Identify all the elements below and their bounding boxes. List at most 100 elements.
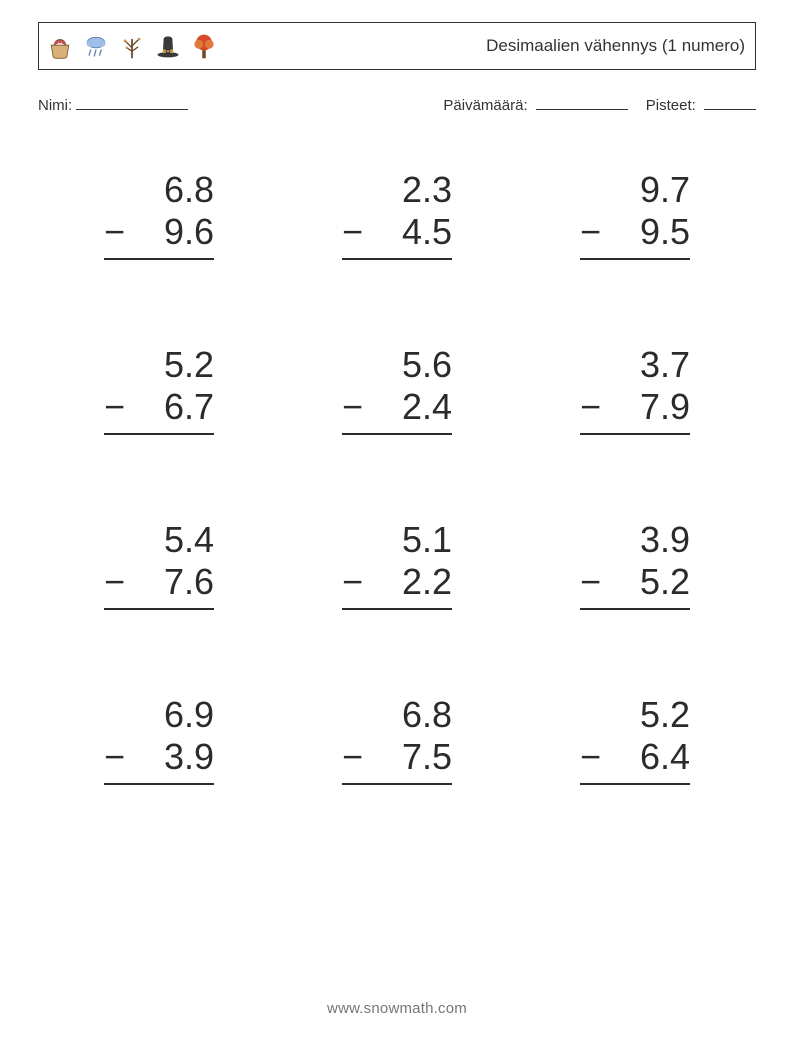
subtrahend: 3.9 (164, 736, 214, 778)
score-field: Pisteet: (646, 94, 756, 114)
minus-sign: − (580, 736, 601, 778)
problem-5: 5.6−2.4 (278, 344, 516, 435)
problem-12: 5.2−6.4 (516, 694, 754, 785)
problem-stack: 9.7−9.5 (580, 169, 690, 260)
footer-url: www.snowmath.com (0, 1000, 794, 1017)
minuend: 2.3 (402, 169, 452, 211)
subtrahend-row: −5.2 (580, 561, 690, 603)
subtrahend-row: −3.9 (104, 736, 214, 778)
subtrahend-row: −9.6 (104, 211, 214, 253)
answer-rule (342, 783, 452, 785)
minus-sign: − (580, 386, 601, 428)
minuend: 6.8 (402, 694, 452, 736)
basket-icon (45, 29, 75, 63)
subtrahend-row: −7.6 (104, 561, 214, 603)
problem-stack: 6.8−7.5 (342, 694, 452, 785)
problem-6: 3.7−7.9 (516, 344, 754, 435)
subtrahend-row: −6.4 (580, 736, 690, 778)
minuend: 3.9 (640, 519, 690, 561)
header-bar: Desimaalien vähennys (1 numero) (38, 22, 756, 70)
pilgrim-hat-icon (153, 29, 183, 63)
answer-rule (580, 608, 690, 610)
minus-sign: − (342, 561, 363, 603)
date-label: Päivämäärä: (443, 97, 527, 114)
problem-1: 6.8−9.6 (40, 169, 278, 260)
subtrahend: 6.4 (640, 736, 690, 778)
raincloud-icon (81, 29, 111, 63)
problem-stack: 5.6−2.4 (342, 344, 452, 435)
problem-3: 9.7−9.5 (516, 169, 754, 260)
problem-8: 5.1−2.2 (278, 519, 516, 610)
problem-10: 6.9−3.9 (40, 694, 278, 785)
answer-rule (104, 433, 214, 435)
answer-rule (104, 783, 214, 785)
minus-sign: − (580, 211, 601, 253)
bare-tree-icon (117, 29, 147, 63)
minus-sign: − (580, 561, 601, 603)
date-field: Päivämäärä: (443, 94, 627, 114)
minuend: 5.4 (164, 519, 214, 561)
answer-rule (104, 608, 214, 610)
problems-grid: 6.8−9.62.3−4.59.7−9.55.2−6.75.6−2.43.7−7… (38, 169, 756, 785)
minuend: 5.2 (640, 694, 690, 736)
minuend: 3.7 (640, 344, 690, 386)
subtrahend: 5.2 (640, 561, 690, 603)
subtrahend-row: −7.5 (342, 736, 452, 778)
problem-stack: 5.4−7.6 (104, 519, 214, 610)
minus-sign: − (104, 561, 125, 603)
minuend: 5.6 (402, 344, 452, 386)
problem-stack: 3.7−7.9 (580, 344, 690, 435)
answer-rule (580, 258, 690, 260)
answer-rule (342, 258, 452, 260)
answer-rule (342, 608, 452, 610)
minus-sign: − (342, 386, 363, 428)
subtrahend: 7.5 (402, 736, 452, 778)
subtrahend: 6.7 (164, 386, 214, 428)
minus-sign: − (342, 211, 363, 253)
answer-rule (580, 433, 690, 435)
subtrahend: 7.6 (164, 561, 214, 603)
minus-sign: − (104, 386, 125, 428)
answer-rule (580, 783, 690, 785)
problem-2: 2.3−4.5 (278, 169, 516, 260)
answer-rule (342, 433, 452, 435)
subtrahend: 2.2 (402, 561, 452, 603)
problem-stack: 3.9−5.2 (580, 519, 690, 610)
minuend: 6.8 (164, 169, 214, 211)
subtrahend-row: −7.9 (580, 386, 690, 428)
header-icons (45, 29, 219, 63)
subtrahend: 9.5 (640, 211, 690, 253)
minuend: 9.7 (640, 169, 690, 211)
problem-stack: 5.2−6.4 (580, 694, 690, 785)
date-blank[interactable] (536, 94, 628, 110)
answer-rule (104, 258, 214, 260)
score-label: Pisteet: (646, 97, 696, 114)
problem-11: 6.8−7.5 (278, 694, 516, 785)
subtrahend-row: −2.4 (342, 386, 452, 428)
info-row: Nimi: Päivämäärä: Pisteet: (38, 94, 756, 114)
problem-stack: 5.2−6.7 (104, 344, 214, 435)
autumn-tree-icon (189, 29, 219, 63)
minuend: 6.9 (164, 694, 214, 736)
name-field: Nimi: (38, 94, 443, 114)
subtrahend-row: −9.5 (580, 211, 690, 253)
score-blank[interactable] (704, 94, 756, 110)
minuend: 5.2 (164, 344, 214, 386)
problem-stack: 6.9−3.9 (104, 694, 214, 785)
minus-sign: − (104, 211, 125, 253)
minuend: 5.1 (402, 519, 452, 561)
subtrahend-row: −2.2 (342, 561, 452, 603)
subtrahend: 7.9 (640, 386, 690, 428)
problem-stack: 6.8−9.6 (104, 169, 214, 260)
name-blank[interactable] (76, 94, 188, 110)
worksheet-title: Desimaalien vähennys (1 numero) (486, 36, 745, 56)
problem-stack: 2.3−4.5 (342, 169, 452, 260)
problem-9: 3.9−5.2 (516, 519, 754, 610)
minus-sign: − (342, 736, 363, 778)
minus-sign: − (104, 736, 125, 778)
name-label: Nimi: (38, 97, 72, 114)
subtrahend-row: −6.7 (104, 386, 214, 428)
problem-stack: 5.1−2.2 (342, 519, 452, 610)
problem-7: 5.4−7.6 (40, 519, 278, 610)
subtrahend: 2.4 (402, 386, 452, 428)
